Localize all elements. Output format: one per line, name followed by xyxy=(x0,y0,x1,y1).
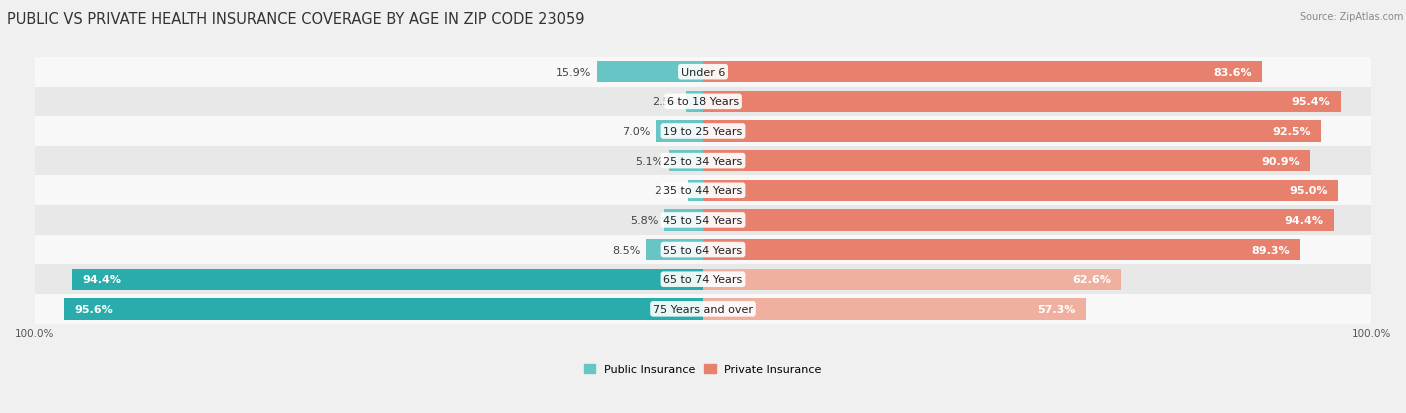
Bar xyxy=(657,121,703,142)
Bar xyxy=(689,180,703,202)
Text: 6 to 18 Years: 6 to 18 Years xyxy=(666,97,740,107)
Text: 65 to 74 Years: 65 to 74 Years xyxy=(664,275,742,285)
Bar xyxy=(35,87,1371,117)
Bar xyxy=(596,62,703,83)
Text: 45 to 54 Years: 45 to 54 Years xyxy=(664,216,742,225)
Bar xyxy=(703,299,1085,320)
Text: 90.9%: 90.9% xyxy=(1261,156,1301,166)
Bar xyxy=(647,239,703,261)
Bar xyxy=(35,206,1371,235)
Bar xyxy=(703,239,1299,261)
Bar xyxy=(35,294,1371,324)
Text: 94.4%: 94.4% xyxy=(82,275,121,285)
Text: 89.3%: 89.3% xyxy=(1251,245,1289,255)
Text: 57.3%: 57.3% xyxy=(1038,304,1076,314)
Text: 35 to 44 Years: 35 to 44 Years xyxy=(664,186,742,196)
Bar xyxy=(35,265,1371,294)
Bar xyxy=(686,91,703,113)
Bar xyxy=(703,91,1340,113)
Text: 95.0%: 95.0% xyxy=(1289,186,1327,196)
Text: 7.0%: 7.0% xyxy=(623,127,651,137)
Text: PUBLIC VS PRIVATE HEALTH INSURANCE COVERAGE BY AGE IN ZIP CODE 23059: PUBLIC VS PRIVATE HEALTH INSURANCE COVER… xyxy=(7,12,585,27)
Text: 92.5%: 92.5% xyxy=(1272,127,1312,137)
Text: 95.4%: 95.4% xyxy=(1292,97,1330,107)
Text: 94.4%: 94.4% xyxy=(1285,216,1324,225)
Bar xyxy=(35,147,1371,176)
Bar xyxy=(35,117,1371,147)
Bar xyxy=(669,151,703,172)
Legend: Public Insurance, Private Insurance: Public Insurance, Private Insurance xyxy=(579,360,827,379)
Text: 15.9%: 15.9% xyxy=(555,68,592,78)
Text: 75 Years and over: 75 Years and over xyxy=(652,304,754,314)
Text: 2.2%: 2.2% xyxy=(654,186,683,196)
Text: 5.8%: 5.8% xyxy=(630,216,659,225)
Bar xyxy=(703,180,1339,202)
Text: Source: ZipAtlas.com: Source: ZipAtlas.com xyxy=(1299,12,1403,22)
Text: Under 6: Under 6 xyxy=(681,68,725,78)
Text: 55 to 64 Years: 55 to 64 Years xyxy=(664,245,742,255)
Bar xyxy=(35,235,1371,265)
Text: 5.1%: 5.1% xyxy=(636,156,664,166)
Bar xyxy=(664,210,703,231)
Bar xyxy=(703,269,1122,290)
Text: 25 to 34 Years: 25 to 34 Years xyxy=(664,156,742,166)
Text: 8.5%: 8.5% xyxy=(613,245,641,255)
Bar xyxy=(65,299,703,320)
Bar xyxy=(703,121,1322,142)
Bar xyxy=(703,210,1334,231)
Bar xyxy=(35,58,1371,87)
Bar xyxy=(72,269,703,290)
Text: 62.6%: 62.6% xyxy=(1073,275,1111,285)
Bar xyxy=(703,62,1261,83)
Text: 2.5%: 2.5% xyxy=(652,97,681,107)
Text: 83.6%: 83.6% xyxy=(1213,68,1251,78)
Bar xyxy=(703,151,1310,172)
Text: 95.6%: 95.6% xyxy=(75,304,112,314)
Bar xyxy=(35,176,1371,206)
Text: 19 to 25 Years: 19 to 25 Years xyxy=(664,127,742,137)
